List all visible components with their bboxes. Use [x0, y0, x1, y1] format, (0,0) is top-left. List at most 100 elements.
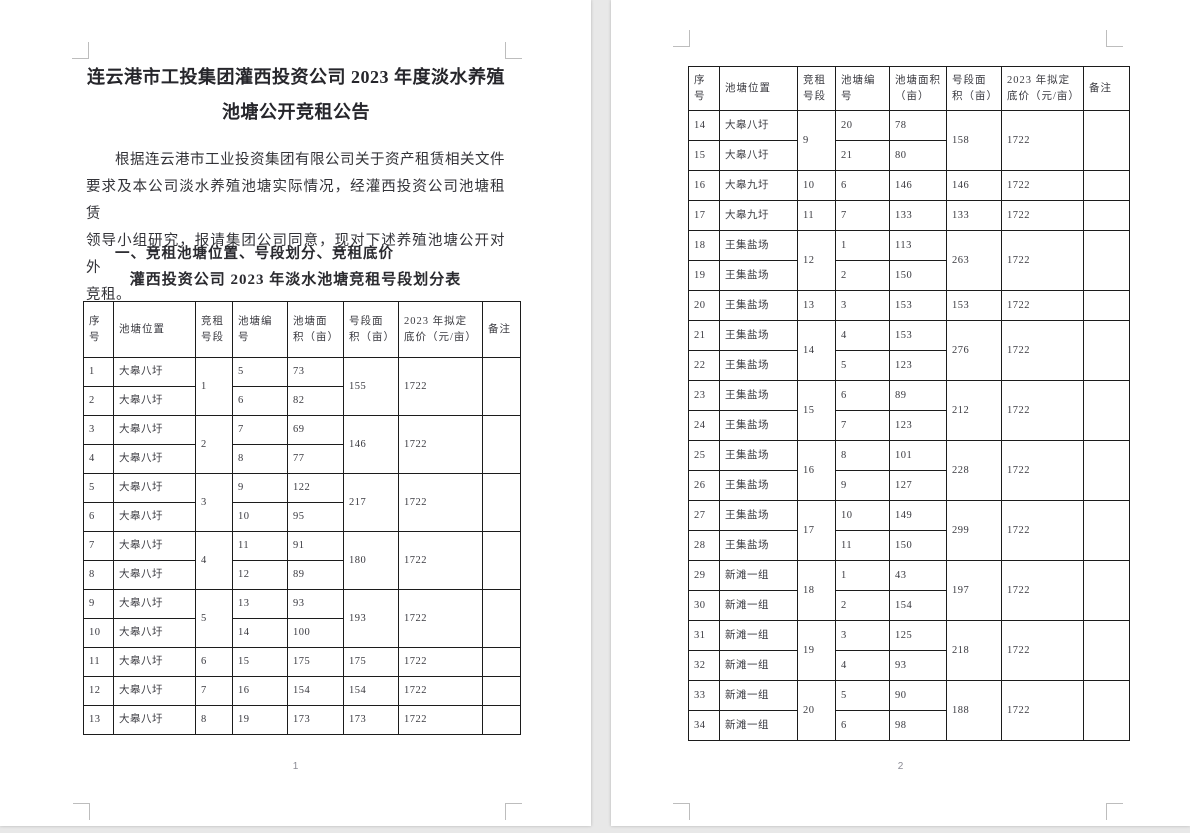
pond-no-cell: 4: [835, 650, 890, 681]
column-header: 号段面积（亩）: [946, 66, 1002, 111]
pond-location-cell: 王集盐场: [719, 410, 798, 441]
pond-area-cell: 133: [889, 200, 947, 231]
pond-area-cell: 125: [889, 620, 947, 651]
pond-location-cell: 王集盐场: [719, 350, 798, 381]
pond-no-cell: 2: [835, 590, 890, 621]
segment-no-cell: 20: [797, 680, 836, 741]
page-number-1: 1: [292, 761, 299, 772]
column-header: 池塘编号: [835, 66, 890, 111]
text-boundary-mark: [673, 30, 690, 47]
pond-location-cell: 大皋八圩: [113, 618, 196, 648]
remark-cell: [1083, 290, 1130, 321]
column-header: 序号: [83, 301, 114, 358]
seq-cell: 3: [83, 415, 114, 445]
seq-cell: 25: [688, 440, 720, 471]
segment-no-cell: 10: [797, 170, 836, 201]
pond-area-cell: 113: [889, 230, 947, 261]
pond-area-cell: 154: [287, 676, 344, 706]
pond-no-cell: 19: [232, 705, 288, 735]
text-boundary-mark: [1106, 803, 1123, 820]
table-header-row: 序号 池塘位置 竞租号段 池塘编号 池塘面积（亩） 号段面积（亩） 2023 年拟定底价（元…: [83, 301, 521, 358]
base-price-cell: 1722: [398, 473, 483, 532]
pond-area-cell: 150: [889, 260, 947, 291]
segment-no-cell: 14: [797, 320, 836, 381]
column-header: 备注: [482, 301, 521, 358]
remark-cell: [1083, 620, 1130, 681]
pond-area-cell: 89: [889, 380, 947, 411]
pond-area-cell: 123: [889, 410, 947, 441]
pond-no-cell: 11: [232, 531, 288, 561]
remark-cell: [1083, 200, 1130, 231]
seq-cell: 27: [688, 500, 720, 531]
segment-no-cell: 19: [797, 620, 836, 681]
column-header: 竞租号段: [195, 301, 233, 358]
segment-area-cell: 263: [946, 230, 1002, 291]
remark-cell: [1083, 560, 1130, 621]
pond-location-cell: 王集盐场: [719, 500, 798, 531]
seq-cell: 14: [688, 110, 720, 141]
segment-no-cell: 8: [195, 705, 233, 735]
base-price-cell: 1722: [398, 531, 483, 590]
pond-area-cell: 123: [889, 350, 947, 381]
table-row: 14 大皋八圩 9 20 78 158 1722: [688, 110, 1130, 171]
body-paragraph: 根据连云港市工业投资集团有限公司关于资产租赁相关文件 要求及本公司淡水养殖池塘实…: [86, 147, 505, 309]
table-row: 3 大皋八圩 2 7 69 146 1722: [83, 415, 521, 474]
pond-location-cell: 新滩一组: [719, 710, 798, 741]
pond-no-cell: 5: [835, 350, 890, 381]
segment-no-cell: 6: [195, 647, 233, 677]
seq-cell: 7: [83, 531, 114, 561]
seq-cell: 12: [83, 676, 114, 706]
segment-no-cell: 13: [797, 290, 836, 321]
segment-no-cell: 7: [195, 676, 233, 706]
segment-area-cell: 175: [343, 647, 399, 677]
segment-area-cell: 197: [946, 560, 1002, 621]
pond-area-cell: 69: [287, 415, 344, 445]
seq-cell: 22: [688, 350, 720, 381]
pond-location-cell: 大皋八圩: [113, 415, 196, 445]
seq-cell: 2: [83, 386, 114, 416]
seq-cell: 21: [688, 320, 720, 351]
pond-segment-table-page1: 序号 池塘位置 竞租号段 池塘编号 池塘面积（亩） 号段面积（亩） 2023 年拟定底价（元…: [83, 301, 521, 735]
remark-cell: [1083, 320, 1130, 381]
pond-no-cell: 10: [835, 500, 890, 531]
column-header: 2023 年拟定底价（元/亩）: [398, 301, 483, 358]
seq-cell: 30: [688, 590, 720, 621]
text-boundary-mark: [1106, 30, 1123, 47]
pond-area-cell: 173: [287, 705, 344, 735]
pond-location-cell: 新滩一组: [719, 650, 798, 681]
table-row: 25 王集盐场 16 8 101 228 1722: [688, 440, 1130, 501]
column-header: 池塘位置: [113, 301, 196, 358]
base-price-cell: 1722: [398, 589, 483, 648]
segment-area-cell: 154: [343, 676, 399, 706]
table-row: 16 大皋九圩 10 6 146 146 1722: [688, 170, 1130, 201]
segment-area-cell: 276: [946, 320, 1002, 381]
pond-location-cell: 大皋九圩: [719, 200, 798, 231]
table-row: 30 新滩一组 2 154: [688, 590, 1130, 621]
seq-cell: 5: [83, 473, 114, 503]
seq-cell: 34: [688, 710, 720, 741]
pond-area-cell: 150: [889, 530, 947, 561]
base-price-cell: 1722: [1001, 440, 1084, 501]
segment-area-cell: 180: [343, 531, 399, 590]
segment-no-cell: 17: [797, 500, 836, 561]
table-row: 12 大皋八圩 7 16 154 154 1722: [83, 676, 521, 706]
pond-location-cell: 王集盐场: [719, 380, 798, 411]
table-header-row: 序号 池塘位置 竞租号段 池塘编号 池塘面积（亩） 号段面积（亩） 2023 年拟定底价（元…: [688, 66, 1130, 111]
text-boundary-mark: [673, 803, 690, 820]
pond-no-cell: 5: [232, 357, 288, 387]
pond-location-cell: 新滩一组: [719, 620, 798, 651]
segment-no-cell: 3: [195, 473, 233, 532]
segment-no-cell: 18: [797, 560, 836, 621]
segment-area-cell: 217: [343, 473, 399, 532]
table-header-row: 序号 池塘位置 竞租号段 池塘编号 池塘面积（亩） 号段面积（亩） 2023 年拟定底价（元…: [83, 301, 521, 358]
pond-area-cell: 89: [287, 560, 344, 590]
base-price-cell: 1722: [398, 676, 483, 706]
body-line: 要求及本公司淡水养殖池塘实际情况，经灌西投资公司池塘租赁: [86, 179, 505, 222]
segment-no-cell: 15: [797, 380, 836, 441]
table-row: 15 大皋八圩 21 80: [688, 140, 1130, 171]
table-row: 5 大皋八圩 3 9 122 217 1722: [83, 473, 521, 532]
document-title: 连云港市工投集团灌西投资公司 2023 年度淡水养殖 池塘公开竞租公告: [86, 60, 506, 130]
seq-cell: 11: [83, 647, 114, 677]
column-header: 序号: [688, 66, 720, 111]
